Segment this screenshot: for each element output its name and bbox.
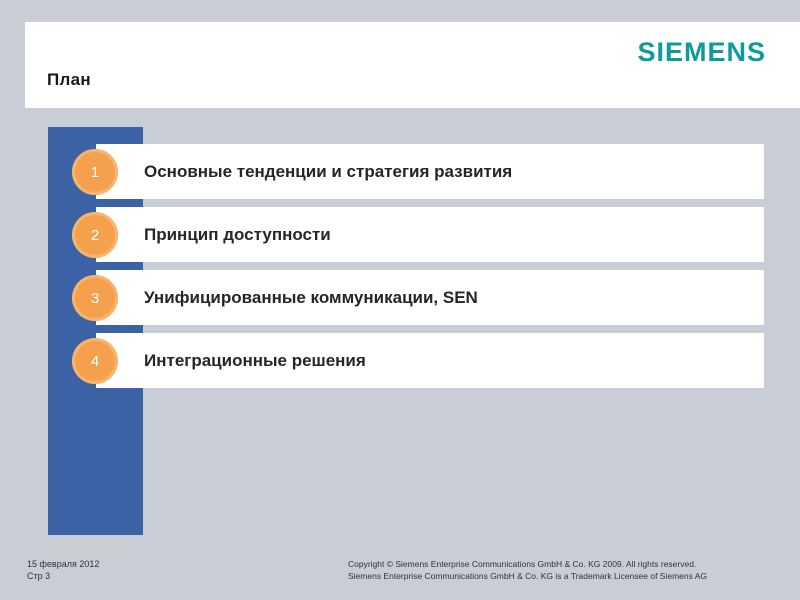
agenda-item-2: 2 Принцип доступности (72, 207, 764, 262)
copyright-line-2: Siemens Enterprise Communications GmbH &… (348, 571, 708, 581)
agenda-item-label: Основные тенденции и стратегия развития (144, 162, 513, 181)
agenda-item-label: Принцип доступности (144, 225, 331, 244)
siemens-logo: SIEMENS (637, 37, 766, 67)
agenda-number-badge: 4 (72, 338, 118, 384)
agenda-item-label: Унифицированные коммуникации, SEN (144, 288, 478, 307)
footer-copyright: Copyright © Siemens Enterprise Communica… (348, 558, 707, 582)
agenda-item-label: Интеграционные решения (144, 351, 366, 370)
agenda-item-1: 1 Основные тенденции и стратегия развити… (72, 144, 764, 199)
footer: 15 февраля 2012 Стр 3 Copyright © Siemen… (0, 555, 800, 600)
agenda-number-badge: 1 (72, 149, 118, 195)
footer-page-number: Стр 3 (27, 571, 51, 581)
agenda-number-badge: 3 (72, 275, 118, 321)
agenda-item-4: 4 Интеграционные решения (72, 333, 764, 388)
agenda-item-3: 3 Унифицированные коммуникации, SEN (72, 270, 764, 325)
footer-meta: 15 февраля 2012 Стр 3 (27, 558, 99, 582)
header-band: План SIEMENS (25, 22, 800, 108)
copyright-line-1: Copyright © Siemens Enterprise Communica… (348, 559, 697, 569)
page-title: План (47, 70, 91, 89)
footer-date: 15 февраля 2012 (27, 559, 100, 569)
agenda-number-badge: 2 (72, 212, 118, 258)
